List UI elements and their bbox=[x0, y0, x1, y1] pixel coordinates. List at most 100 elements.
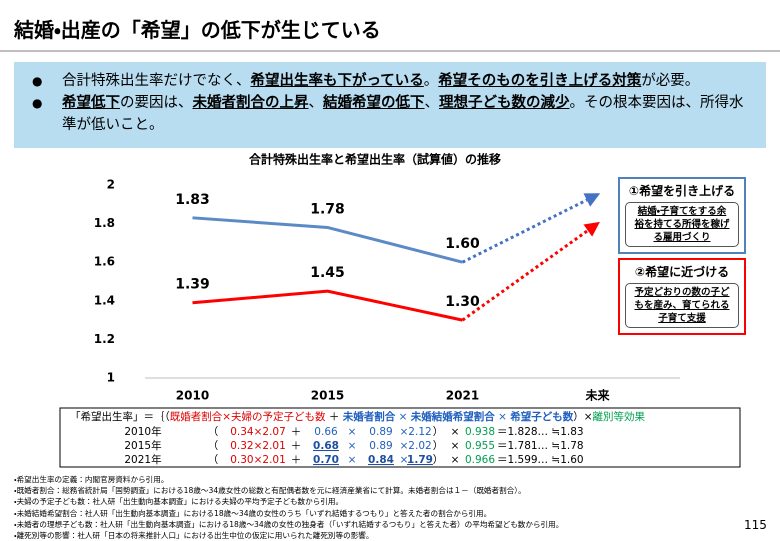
text: 未婚結婚希望割合 bbox=[410, 410, 495, 423]
x-tick-label: 2015 bbox=[311, 389, 344, 403]
formula-cell: ＝1.781… ≒1.78 bbox=[497, 440, 584, 452]
formula-cell: 2015年 bbox=[124, 439, 161, 452]
projection-line bbox=[461, 193, 601, 264]
note: ・未婚結婚希望割合：社人研「出生動向基本調査」における18歳～34歳の女性のうち… bbox=[14, 508, 492, 518]
text: 理想子ども数の減少 bbox=[439, 95, 570, 111]
formula-cell: ） bbox=[433, 454, 444, 466]
text: 。 bbox=[423, 73, 439, 89]
formula-cell: 2021年 bbox=[124, 453, 161, 466]
annotation-text: 予定どおりの数の子どもを産み、育てられる子育て支援 bbox=[625, 283, 739, 328]
formula-cell: ＝1.599… ≒1.60 bbox=[497, 454, 584, 466]
notes: ・希望出生率の定義：内閣官房資料から引用。 ・既婚者割合：総務省統計局「国勢調査」… bbox=[14, 474, 563, 541]
x-tick-label: 未来 bbox=[584, 388, 610, 403]
note: ・離死別等の影響：社人研「日本の将来推計人口」における出生中位の仮定に用いられた… bbox=[14, 531, 374, 541]
formula-cell: 0.89 bbox=[369, 426, 392, 438]
text: × bbox=[495, 411, 510, 423]
data-label: 1.78 bbox=[310, 201, 345, 217]
formula-cell: 0.84 bbox=[368, 454, 394, 466]
formula-cell: （ bbox=[208, 426, 219, 438]
text: 希望出生率も下がっている bbox=[250, 73, 424, 89]
formula-cell: 0.70 bbox=[313, 454, 339, 466]
x-tick-label: 2010 bbox=[176, 389, 209, 403]
data-label: 1.45 bbox=[310, 265, 345, 281]
formula-cell: 0.66 bbox=[314, 426, 338, 438]
chart-title: 合計特殊出生率と希望出生率（試算値）の推移 bbox=[249, 152, 501, 167]
text: 希望低下 bbox=[62, 95, 120, 111]
formula-cell: 2010年 bbox=[124, 425, 161, 438]
text: 「希望出生率」＝｛（ bbox=[70, 410, 170, 423]
data-label: 1.39 bbox=[175, 277, 210, 293]
data-label: 1.30 bbox=[445, 294, 480, 310]
note: ・既婚者割合：総務省統計局「国勢調査」における18歳～34歳女性の総数と有配偶者… bbox=[14, 486, 526, 496]
formula-cell: ＝1.828… ≒1.83 bbox=[497, 426, 584, 438]
formula-cell: ） bbox=[433, 440, 444, 452]
y-tick-label: 1.2 bbox=[94, 332, 115, 346]
formula-cell: × bbox=[400, 454, 409, 466]
note: ・夫婦の予定子ども数：社人研「出生動向基本調査」における夫婦の平均予定子ども数か… bbox=[14, 497, 344, 507]
formula-cell: 0.955 bbox=[465, 440, 495, 452]
formula-cell: × bbox=[451, 426, 460, 438]
formula-box bbox=[59, 407, 741, 468]
annotation-box: ①希望を引き上げる結婚・子育てをする余裕を持てる所得を稼げる雇用づくり bbox=[618, 177, 746, 254]
formula-cell: × bbox=[348, 426, 357, 438]
series-line bbox=[192, 289, 463, 322]
text: 希望子ども数 bbox=[509, 410, 573, 423]
formula-cell: ＋ bbox=[291, 440, 302, 452]
formula-cell: 1.79 bbox=[407, 454, 433, 466]
formula-header: 「希望出生率」＝｛（既婚者割合×夫婦の予定子ども数 ＋ 未婚者割合 × 未婚結婚… bbox=[70, 410, 646, 423]
formula-cell: 0.32×2.01 bbox=[230, 440, 286, 452]
formula-cell: 0.68 bbox=[313, 440, 339, 452]
text: 未婚者割合の上昇 bbox=[192, 95, 309, 111]
slide-title: 結婚・出産の「希望」の低下が生じている bbox=[14, 18, 381, 42]
text: 離別等効果 bbox=[593, 410, 646, 423]
formula-cell: （ bbox=[208, 454, 219, 466]
text: 。その根本要因は、所得水準が低いこと。 bbox=[62, 95, 744, 133]
formula-cell: 0.30×2.01 bbox=[230, 454, 286, 466]
formula-cell: 0.966 bbox=[465, 454, 495, 466]
data-label: 1.83 bbox=[175, 192, 210, 208]
text: 、 bbox=[308, 95, 324, 111]
formula-cell: （ bbox=[208, 440, 219, 452]
formula-cell: ＋ bbox=[291, 426, 302, 438]
series-line bbox=[192, 216, 463, 264]
annotation-title: ②希望に近づける bbox=[634, 265, 730, 279]
formula-cell: 2.12 bbox=[408, 426, 431, 438]
formula-cell: 0.89 bbox=[369, 440, 392, 452]
formula-cell: × bbox=[400, 426, 409, 438]
x-tick-label: 2021 bbox=[446, 389, 479, 403]
formula-cell: × bbox=[348, 454, 357, 466]
bullet: 合計特殊出生率だけでなく、希望出生率も下がっている。希望そのものを引き上げる対策… bbox=[32, 70, 754, 92]
annotation-title: ①希望を引き上げる bbox=[628, 184, 736, 198]
formula-cell: ＋ bbox=[291, 454, 302, 466]
bullet: 希望低下の要因は、未婚者割合の上昇、結婚希望の低下、理想子ども数の減少。その根本… bbox=[32, 92, 754, 136]
data-label: 1.60 bbox=[445, 236, 480, 252]
text: 結婚希望の低下 bbox=[323, 95, 425, 111]
text: ＋ bbox=[326, 411, 343, 423]
text: ）× bbox=[573, 411, 592, 423]
formula-cell: 0.938 bbox=[465, 426, 495, 438]
y-tick-label: 1.4 bbox=[94, 293, 115, 307]
projection-line bbox=[461, 221, 600, 322]
summary-box: 合計特殊出生率だけでなく、希望出生率も下がっている。希望そのものを引き上げる対策… bbox=[14, 62, 766, 148]
text: 未婚者割合 bbox=[342, 410, 396, 423]
text: 、 bbox=[424, 95, 440, 111]
text: 希望そのものを引き上げる対策 bbox=[438, 73, 642, 89]
formula-cell: × bbox=[451, 440, 460, 452]
y-tick-label: 1 bbox=[107, 371, 115, 385]
page-number: 115 bbox=[744, 518, 767, 532]
formula-cell: 2.02 bbox=[408, 440, 431, 452]
formula-cell: × bbox=[348, 440, 357, 452]
text: の要因は、 bbox=[120, 95, 193, 111]
y-tick-label: 1.6 bbox=[94, 255, 115, 269]
note: ・未婚者の理想子ども数：社人研「出生動向基本調査」における18歳～34歳の女性の… bbox=[14, 519, 564, 529]
formula-cell: × bbox=[451, 454, 460, 466]
annotation-text: 結婚・子育てをする余裕を持てる所得を稼げる雇用づくり bbox=[625, 202, 739, 247]
y-tick-label: 2 bbox=[107, 178, 115, 192]
text: × bbox=[395, 411, 410, 423]
title-rule bbox=[0, 50, 780, 52]
formula-cell: ） bbox=[433, 426, 444, 438]
text: 既婚者割合×夫婦の予定子ども数 bbox=[170, 410, 326, 423]
text: 合計特殊出生率だけでなく、 bbox=[62, 73, 251, 89]
